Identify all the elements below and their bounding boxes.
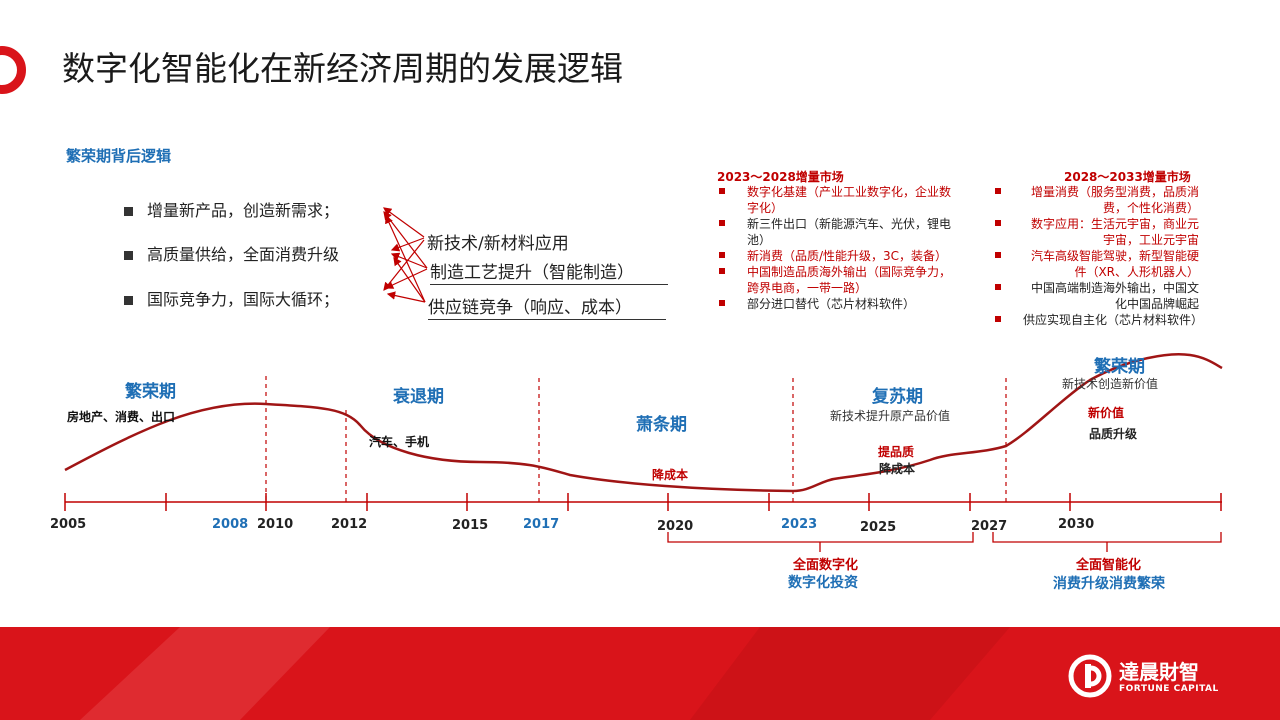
list-item: 数字化基建（产业工业数字化，企业数字化） (717, 184, 957, 216)
bullet-icon (995, 188, 1001, 194)
year-label: 2025 (860, 520, 897, 535)
year-label: 2023 (781, 517, 818, 532)
bracket-digital (667, 532, 974, 552)
list-item: 新消费（品质/性能升级，3C，装备） (717, 248, 957, 264)
cycle-curve (64, 353, 1223, 493)
annotation: 降成本 (879, 462, 916, 476)
phase-label: 衰退期 (393, 387, 444, 407)
year-label: 2017 (523, 517, 560, 532)
bracket-label: 全面数字化 (793, 558, 859, 573)
page-title: 数字化智能化在新经济周期的发展逻辑 (62, 49, 623, 88)
bullet-icon (719, 188, 725, 194)
annotation: 新技术创造新价值 (1062, 377, 1159, 391)
footer-decoration (0, 627, 1280, 720)
year-label: 2010 (257, 517, 294, 532)
year-label: 2008 (212, 517, 249, 532)
bracket-label: 数字化投资 (788, 575, 858, 591)
bracket-intelligent (992, 532, 1222, 552)
driver-new-tech: 新技术/新材料应用 (427, 234, 569, 254)
annotation: 新技术提升原产品价值 (830, 409, 951, 423)
driver-supply-chain: 供应链竞争（响应、成本） (428, 293, 666, 320)
bullet-icon (995, 220, 1001, 226)
logic-item: 国际竞争力，国际大循环； (124, 286, 339, 310)
annotation: 新价值 (1088, 406, 1125, 420)
annotation: 汽车、手机 (369, 435, 430, 449)
list-item: 汽车高级智能驾驶，新型智能硬件（XR、人形机器人） (993, 248, 1199, 280)
year-label: 2020 (657, 519, 694, 534)
annotation: 品质升级 (1089, 427, 1138, 441)
phase-label: 萧条期 (636, 415, 687, 435)
list-item: 中国高端制造海外输出，中国文化中国品牌崛起 (993, 280, 1199, 312)
bullet-icon (719, 220, 725, 226)
bullet-icon (124, 207, 133, 216)
list-item: 中国制造品质海外输出（国际竞争力，跨界电商，一带一路） (717, 264, 957, 296)
bracket-label: 消费升级消费繁荣 (1053, 576, 1165, 592)
phase-label: 繁荣期 (125, 382, 176, 402)
bullet-icon (124, 251, 133, 260)
logic-item: 增量新产品，创造新需求； (124, 197, 339, 221)
list-item: 部分进口替代（芯片材料软件） (717, 296, 957, 312)
phase-label: 复苏期 (872, 387, 923, 407)
brand-name-cn: 達晨財智 (1119, 660, 1199, 684)
bracket-label: 全面智能化 (1076, 558, 1142, 573)
brand-name-en: FORTUNE CAPITAL (1119, 684, 1219, 694)
left-panel-heading: 繁荣期背后逻辑 (66, 147, 172, 165)
annotation: 降成本 (652, 468, 689, 482)
bullet-icon (124, 296, 133, 305)
bullet-icon (719, 268, 725, 274)
footer-band (0, 627, 1280, 720)
phase-label: 繁荣期 (1094, 357, 1145, 377)
bullet-icon (995, 284, 1001, 290)
bullet-icon (995, 252, 1001, 258)
market-2028-list: 增量消费（服务型消费，品质消费，个性化消费） 数字应用：生活元宇宙，商业元宇宙，… (993, 184, 1203, 328)
year-label: 2027 (971, 519, 1008, 534)
year-label: 2012 (331, 517, 368, 532)
annotation: 提品质 (878, 445, 915, 459)
annotation: 房地产、消费、出口 (67, 410, 176, 424)
bullet-icon (995, 316, 1001, 322)
list-item: 供应实现自主化（芯片材料软件） (993, 312, 1203, 328)
bullet-icon (719, 300, 725, 306)
driver-manufacturing: 制造工艺提升（智能制造） (430, 258, 668, 285)
year-label: 2015 (452, 518, 489, 533)
market-2028-title: 2028～2033增量市场 (1064, 170, 1191, 184)
header-logo-mark (0, 46, 26, 94)
list-item: 新三件出口（新能源汽车、光伏，锂电池） (717, 216, 957, 248)
year-label: 2005 (50, 517, 87, 532)
list-item: 增量消费（服务型消费，品质消费，个性化消费） (993, 184, 1199, 216)
list-item: 数字应用：生活元宇宙，商业元宇宙，工业元宇宙 (993, 216, 1199, 248)
logic-item: 高质量供给，全面消费升级 (124, 241, 339, 265)
market-2023-title: 2023～2028增量市场 (717, 170, 844, 184)
bullet-icon (719, 252, 725, 258)
brand-mark-icon (1068, 654, 1112, 698)
year-label: 2030 (1058, 517, 1095, 532)
market-2023-list: 数字化基建（产业工业数字化，企业数字化） 新三件出口（新能源汽车、光伏，锂电池）… (717, 184, 957, 312)
